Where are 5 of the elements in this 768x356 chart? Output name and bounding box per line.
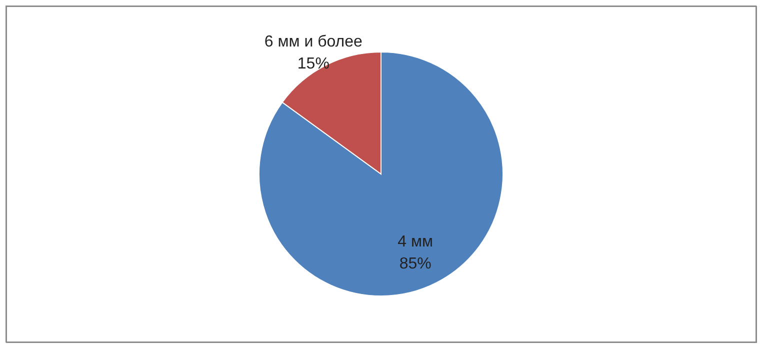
pie-slice xyxy=(258,52,504,296)
data-label: 85% xyxy=(399,255,432,272)
slice-label: 6 мм и более xyxy=(264,33,363,50)
slice-label: 4 мм xyxy=(398,233,434,250)
data-label: 15% xyxy=(297,55,330,72)
